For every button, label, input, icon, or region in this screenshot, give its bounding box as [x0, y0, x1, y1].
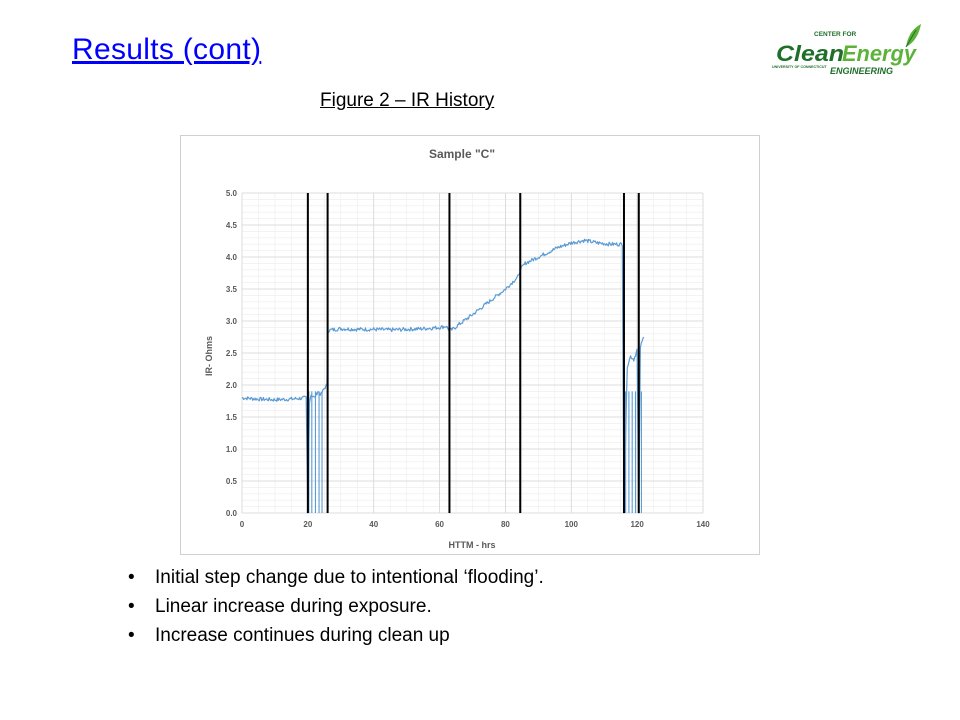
y-tick-label: 1.5	[226, 413, 238, 422]
ir-history-chart: Sample "C" 0 20 40 60 80 100 120 140 0.0 0.5 1.0 1.…	[180, 135, 760, 555]
x-tick-label: 140	[696, 520, 710, 529]
bullet-list: • Initial step change due to intentional …	[128, 563, 544, 650]
svg-text:Clean: Clean	[776, 41, 844, 66]
svg-text:Energy: Energy	[842, 41, 918, 66]
y-tick-label: 0.0	[226, 509, 238, 518]
y-tick-label: 4.0	[226, 253, 238, 262]
y-tick-label: 3.5	[226, 285, 238, 294]
svg-text:ENGINEERING: ENGINEERING	[830, 66, 893, 76]
chart-series	[241, 238, 645, 514]
figure-caption: Figure 2 – IR History	[320, 90, 495, 111]
x-axis-label: HTTM - hrs	[449, 540, 496, 550]
chart-vertical-markers	[306, 193, 640, 513]
chart-grid	[241, 192, 704, 514]
x-tick-label: 0	[240, 520, 245, 529]
y-tick-label: 3.0	[226, 317, 238, 326]
slide-title[interactable]: Results (cont)	[72, 33, 262, 66]
x-tick-label: 40	[369, 520, 378, 529]
y-tick-label: 2.0	[226, 381, 238, 390]
y-tick-label: 0.5	[226, 477, 238, 486]
bullet-marker: •	[128, 596, 135, 617]
bullet-marker: •	[128, 625, 135, 646]
bullet-marker: •	[128, 567, 135, 588]
x-tick-label: 60	[435, 520, 444, 529]
x-tick-label: 80	[501, 520, 510, 529]
y-axis-label: IR- Ohms	[204, 336, 214, 376]
chart-title: Sample "C"	[429, 147, 495, 161]
chart-svg: Sample "C" 0 20 40 60 80 100 120 140 0.0 0.5 1.0 1.…	[204, 147, 710, 550]
y-tick-label: 5.0	[226, 189, 238, 198]
ir-data-line	[241, 238, 645, 514]
chart-axes: 0 20 40 60 80 100 120 140 0.0 0.5 1.0 1.5 2.0 2.5 3.0 3…	[226, 189, 710, 529]
x-tick-label: 120	[630, 520, 644, 529]
x-tick-label: 20	[303, 520, 312, 529]
svg-text:UNIVERSITY OF CONNECTICUT: UNIVERSITY OF CONNECTICUT	[772, 65, 827, 69]
svg-text:CENTER FOR: CENTER FOR	[814, 31, 857, 38]
bullet-text: Linear increase during exposure.	[155, 596, 432, 617]
clean-energy-logo: CENTER FOR Clean Energy UNIVERSITY OF CO…	[772, 24, 921, 76]
bullet-item: • Increase continues during clean up	[128, 621, 544, 650]
bullet-text: Initial step change due to intentional ‘…	[155, 567, 544, 588]
y-tick-label: 4.5	[226, 221, 238, 230]
bullet-text: Increase continues during clean up	[155, 625, 450, 646]
bullet-item: • Linear increase during exposure.	[128, 592, 544, 621]
y-tick-label: 1.0	[226, 445, 238, 454]
x-tick-label: 100	[565, 520, 579, 529]
bullet-item: • Initial step change due to intentional …	[128, 563, 544, 592]
y-tick-label: 2.5	[226, 349, 238, 358]
